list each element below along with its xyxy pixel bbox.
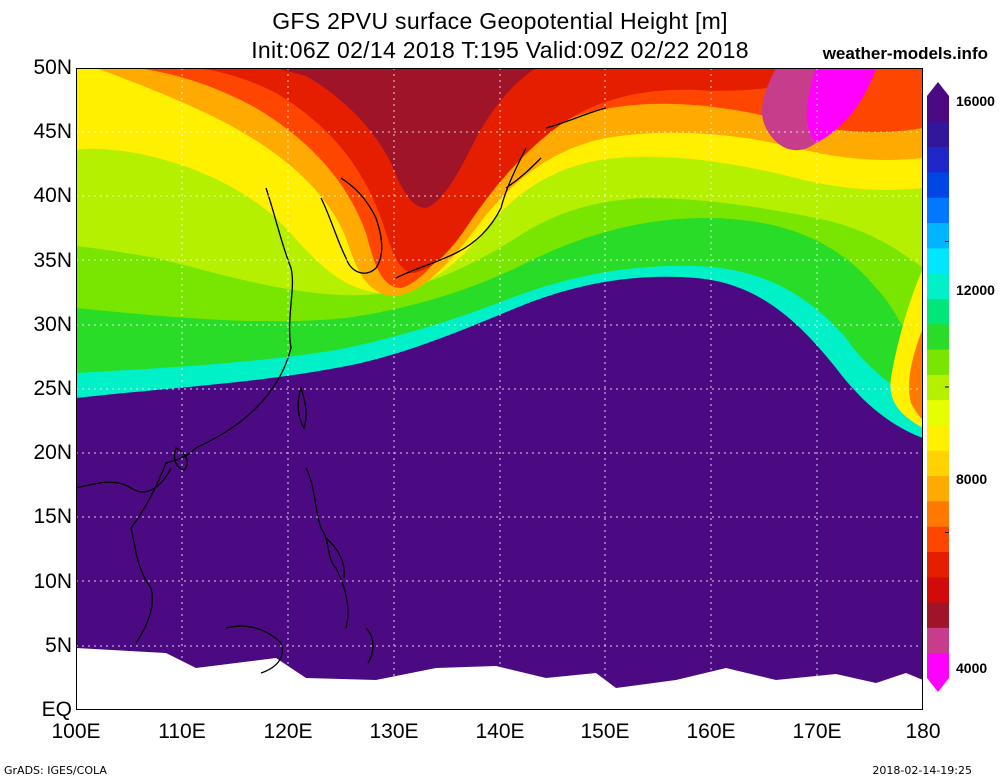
colorbar-label-16000: 16000	[956, 93, 995, 109]
colorbar-swatch	[927, 602, 949, 628]
colorbar-swatch	[927, 399, 949, 426]
colorbar-max-arrow	[927, 82, 949, 96]
footer-software: GrADS: IGES/COLA	[4, 764, 107, 777]
lon-label-110e: 110E	[158, 720, 206, 743]
colorbar-swatch	[927, 146, 949, 173]
colorbar-swatch	[927, 526, 949, 552]
colorbar-swatch	[927, 171, 949, 198]
lat-label-25n: 25N	[33, 377, 72, 400]
colorbar-swatch	[927, 652, 949, 679]
colorbar-label-12000: 12000	[956, 282, 995, 298]
geopotential-map	[76, 68, 923, 710]
colorbar-swatch	[927, 576, 949, 603]
lon-label-150e: 150E	[580, 720, 630, 743]
footer-timestamp: 2018-02-14-19:25	[872, 764, 972, 777]
colorbar-swatch	[927, 551, 949, 578]
colorbar-label-4000: 4000	[956, 660, 988, 676]
lat-label-40n: 40N	[33, 184, 72, 207]
map-title: GFS 2PVU surface Geopotential Height [m]	[272, 8, 728, 34]
colorbar-swatch	[927, 247, 949, 274]
lat-label-eq: EQ	[41, 698, 72, 721]
colorbar-swatch	[927, 475, 949, 502]
colorbar-swatch	[927, 121, 949, 148]
colorbar-swatch	[927, 349, 949, 375]
lon-label-130e: 130E	[369, 720, 419, 743]
lon-label-160e: 160E	[686, 720, 736, 743]
lat-label-10n: 10N	[33, 570, 72, 593]
colorbar-swatch	[927, 222, 949, 249]
map-subtitle: Init:06Z 02/14 2018 T:195 Valid:09Z 02/2…	[251, 37, 749, 63]
lat-label-30n: 30N	[33, 313, 72, 336]
colorbar-swatch	[927, 627, 949, 654]
colorbar-swatch	[927, 298, 949, 325]
lon-label-140e: 140E	[475, 720, 525, 743]
colorbar-swatch	[927, 424, 949, 451]
lat-label-15n: 15N	[33, 505, 72, 528]
colorbar-swatch	[927, 197, 949, 224]
lat-label-35n: 35N	[33, 249, 72, 272]
colorbar-swatch	[927, 450, 949, 477]
colorbar-swatch	[927, 273, 949, 299]
lat-label-45n: 45N	[33, 120, 72, 143]
lon-label-120e: 120E	[263, 720, 313, 743]
colorbar-min-arrow	[927, 678, 949, 692]
lat-label-50n: 50N	[33, 56, 72, 79]
colorbar-swatch	[927, 323, 949, 350]
colorbar-swatch	[927, 500, 949, 527]
colorbar-label-8000: 8000	[956, 471, 988, 487]
colorbar-swatch	[927, 374, 949, 401]
lat-label-20n: 20N	[33, 441, 72, 464]
color-scale-bar	[927, 82, 949, 692]
colorbar-swatch	[927, 96, 949, 122]
lon-label-100e: 100E	[51, 720, 101, 743]
lat-label-5n: 5N	[45, 634, 72, 657]
site-credit: weather-models.info	[822, 44, 988, 63]
lon-label-180: 180	[905, 720, 941, 743]
lon-label-170e: 170E	[792, 720, 842, 743]
